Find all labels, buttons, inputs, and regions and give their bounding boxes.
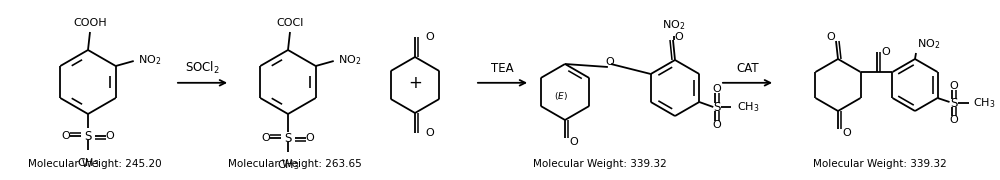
Text: O: O	[881, 47, 890, 57]
Text: O: O	[570, 137, 578, 147]
Text: S: S	[284, 132, 292, 145]
Text: O: O	[606, 57, 614, 67]
Text: COCl: COCl	[276, 18, 304, 28]
Text: S: S	[714, 100, 721, 114]
Text: CH$_3$: CH$_3$	[277, 158, 299, 172]
Text: CH$_3$: CH$_3$	[77, 156, 99, 170]
Text: CH$_3$: CH$_3$	[973, 96, 995, 110]
Text: O: O	[949, 81, 958, 91]
Text: CH$_3$: CH$_3$	[737, 100, 760, 114]
Text: Molecular Weight: 245.20: Molecular Weight: 245.20	[28, 159, 162, 169]
Text: O: O	[106, 131, 114, 141]
Text: NO$_2$: NO$_2$	[338, 53, 361, 67]
Text: O: O	[306, 133, 314, 143]
Text: O: O	[425, 32, 434, 42]
Text: +: +	[408, 74, 422, 92]
Text: O: O	[262, 133, 270, 143]
Text: O: O	[62, 131, 70, 141]
Text: S: S	[950, 96, 957, 109]
Text: O: O	[425, 128, 434, 138]
Text: NO$_2$: NO$_2$	[138, 53, 161, 67]
Text: COOH: COOH	[73, 18, 107, 28]
Text: O: O	[713, 84, 722, 94]
Text: NO$_2$: NO$_2$	[662, 18, 686, 32]
Text: TEA: TEA	[491, 62, 514, 75]
Text: Molecular Weight: 263.65: Molecular Weight: 263.65	[228, 159, 362, 169]
Text: S: S	[84, 129, 92, 143]
Text: CAT: CAT	[736, 62, 759, 75]
Text: Molecular Weight: 339.32: Molecular Weight: 339.32	[533, 159, 667, 169]
Text: Molecular Weight: 339.32: Molecular Weight: 339.32	[813, 159, 947, 169]
Text: SOCl$_2$: SOCl$_2$	[185, 60, 220, 76]
Text: O: O	[675, 32, 683, 42]
Text: $(E)$: $(E)$	[554, 90, 568, 102]
Text: O: O	[949, 115, 958, 125]
Text: O: O	[713, 120, 722, 130]
Text: O: O	[843, 128, 851, 138]
Text: O: O	[827, 32, 835, 42]
Text: NO$_2$: NO$_2$	[917, 37, 940, 51]
